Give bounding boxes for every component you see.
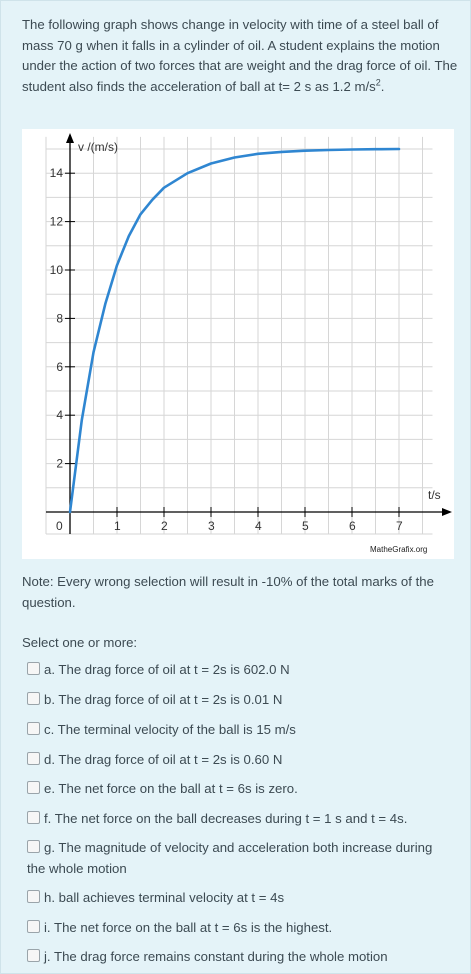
y-tick-label: 4 <box>56 408 63 422</box>
option-d[interactable]: d. The drag force of oil at t = 2s is 0.… <box>27 749 447 770</box>
question-body: The following graph shows change in velo… <box>22 17 458 94</box>
y-tick-label: 8 <box>56 311 63 325</box>
checkbox[interactable] <box>27 890 40 903</box>
origin-label: 0 <box>56 519 63 533</box>
option-h[interactable]: h. ball achieves terminal velocity at t … <box>27 887 447 908</box>
option-label: h. ball achieves terminal velocity at t … <box>44 890 285 905</box>
chart-series <box>68 147 401 514</box>
option-i[interactable]: i. The net force on the ball at t = 6s i… <box>27 917 447 938</box>
checkbox[interactable] <box>27 662 40 675</box>
checkbox[interactable] <box>27 692 40 705</box>
y-tick-label: 2 <box>56 457 63 471</box>
x-axis-arrow-icon <box>442 508 452 516</box>
option-b[interactable]: b. The drag force of oil at t = 2s is 0.… <box>27 689 447 710</box>
question-superscript: 2 <box>375 77 381 88</box>
option-label: j. The drag force remains constant durin… <box>44 949 388 964</box>
option-f[interactable]: f. The net force on the ball decreases d… <box>27 808 447 829</box>
checkbox[interactable] <box>27 781 40 794</box>
option-label: g. The magnitude of velocity and acceler… <box>27 840 433 876</box>
question-end: . <box>380 78 385 94</box>
option-e[interactable]: e. The net force on the ball at t = 6s i… <box>27 778 447 799</box>
note-text: Note: Every wrong selection will result … <box>22 574 434 610</box>
chart-axes <box>46 133 452 534</box>
y-tick-label: 12 <box>50 215 64 229</box>
chart-credit: MatheGrafix.org <box>370 545 427 554</box>
x-tick-label: 4 <box>255 519 262 533</box>
checkbox[interactable] <box>27 840 40 853</box>
chart-grid <box>45 136 433 535</box>
option-label: b. The drag force of oil at t = 2s is 0.… <box>44 692 283 707</box>
checkbox[interactable] <box>27 722 40 735</box>
option-g[interactable]: g. The magnitude of velocity and acceler… <box>27 837 447 879</box>
x-tick-label: 7 <box>396 519 403 533</box>
x-tick-label: 6 <box>349 519 356 533</box>
select-prompt: Select one or more: <box>22 635 138 650</box>
option-a[interactable]: a. The drag force of oil at t = 2s is 60… <box>27 659 447 680</box>
x-tick-label: 5 <box>302 519 309 533</box>
x-tick-label: 2 <box>161 519 168 533</box>
option-label: i. The net force on the ball at t = 6s i… <box>44 920 333 935</box>
option-j[interactable]: j. The drag force remains constant durin… <box>27 946 447 967</box>
velocity-curve <box>68 147 401 514</box>
option-c[interactable]: c. The terminal velocity of the ball is … <box>27 719 447 740</box>
y-tick-label: 10 <box>50 263 64 277</box>
question-text: The following graph shows change in velo… <box>22 15 458 97</box>
velocity-time-graph: 1 2 3 4 5 6 7 2 4 6 8 10 12 14 v /(m/s) t/s 0 MatheGr… <box>22 129 454 559</box>
option-label: c. The terminal velocity of the ball is … <box>44 722 296 737</box>
x-tick-label: 1 <box>114 519 121 533</box>
checkbox[interactable] <box>27 920 40 933</box>
y-axis-label: v /(m/s) <box>78 140 118 154</box>
y-tick-label: 6 <box>56 360 63 374</box>
checkbox[interactable] <box>27 949 40 962</box>
x-axis-label: t/s <box>428 488 441 502</box>
option-label: f. The net force on the ball decreases d… <box>44 811 408 826</box>
checkbox[interactable] <box>27 811 40 824</box>
option-label: e. The net force on the ball at t = 6s i… <box>44 781 298 796</box>
option-label: a. The drag force of oil at t = 2s is 60… <box>44 662 290 677</box>
y-axis-arrow-icon <box>66 133 74 143</box>
option-label: d. The drag force of oil at t = 2s is 0.… <box>44 752 283 767</box>
x-tick-label: 3 <box>208 519 215 533</box>
checkbox[interactable] <box>27 752 40 765</box>
y-tick-label: 14 <box>50 166 64 180</box>
